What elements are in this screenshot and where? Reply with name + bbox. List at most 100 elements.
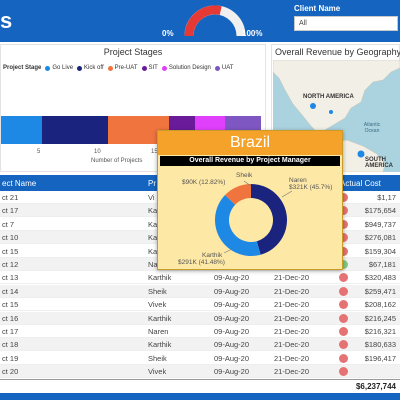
status-indicator-icon [339, 260, 348, 269]
status-indicator-icon [339, 233, 348, 243]
cell-start-date: 09-Aug-20 [214, 286, 250, 296]
cell-project-manager: Naren [148, 327, 169, 336]
cell-start-date: 09-Aug-20 [214, 367, 250, 377]
status-indicator-icon [339, 367, 348, 377]
cell-end-date: 21-Dec-20 [274, 300, 310, 310]
status-indicator-icon [339, 353, 348, 363]
status-indicator-icon [339, 206, 348, 216]
legend-dot-icon [107, 65, 113, 71]
donut-slice-naren[interactable] [251, 184, 288, 255]
cell-project-manager: Ka [148, 246, 158, 256]
cell-project-manager: Vivek [148, 367, 167, 377]
legend-item[interactable]: Go Live [45, 65, 73, 71]
cell-actual-cost: $180,633 [364, 340, 396, 350]
client-filter-dropdown[interactable]: All [294, 16, 398, 31]
horizontal-scrollbar[interactable] [0, 393, 400, 400]
geography-title: Overall Revenue by Geography [275, 47, 400, 57]
cell-actual-cost: $159,304 [364, 246, 396, 256]
table-row[interactable]: ct 16 Karthik 09-Aug-20 21-Dec-20 $216,245 [0, 311, 400, 325]
cell-project-name: ct 19 [2, 353, 19, 363]
stage-bar-segment[interactable] [1, 116, 42, 144]
cell-project-manager: Na [148, 260, 158, 269]
stage-bar-segment[interactable] [41, 116, 109, 144]
map-shapes [273, 60, 400, 172]
legend-item[interactable]: Pre-UAT [107, 65, 138, 71]
brazil-tooltip: Brazil Overall Revenue by Project Manage… [157, 130, 343, 270]
x-axis-label: Number of Projects [91, 158, 143, 164]
revenue-donut-chart [215, 180, 293, 256]
x-tick-label: 15 [151, 149, 158, 155]
cell-start-date: 09-Aug-20 [214, 340, 250, 350]
tooltip-title: Brazil [158, 131, 342, 155]
gauge-fill [184, 5, 222, 37]
table-row[interactable]: ct 19 Sheik 09-Aug-20 21-Dec-20 $196,417 [0, 352, 400, 365]
cell-project-name: ct 10 [2, 233, 19, 243]
label-karthik-name: Karthik [202, 252, 223, 259]
map-marker-us-east[interactable] [329, 110, 333, 114]
cell-end-date: 21-Dec-20 [274, 273, 310, 283]
cell-start-date: 09-Aug-20 [214, 313, 250, 323]
table-row[interactable]: ct 14 Sheik 09-Aug-20 21-Dec-20 $259,471 [0, 284, 400, 298]
cell-actual-cost: $196,417 [364, 353, 396, 363]
donut-slice-sheik[interactable] [225, 184, 251, 205]
stage-legend: Project Stage Go Live Kick off Pre-UAT SIT S… [3, 65, 237, 71]
table-row[interactable]: ct 15 Vivek 09-Aug-20 21-Dec-20 $208,162 [0, 298, 400, 312]
cell-end-date: 21-Dec-20 [274, 340, 310, 350]
map-marker-us[interactable] [310, 103, 316, 109]
legend-item[interactable]: SIT [141, 65, 158, 71]
map-label-atlantic: Atlantic Ocean [363, 122, 381, 134]
legend-label: UAT [221, 65, 234, 71]
cell-end-date: 21-Dec-20 [274, 353, 310, 363]
status-indicator-icon [339, 193, 348, 202]
cell-start-date: 09-Aug-20 [214, 353, 250, 363]
legend-dot-icon [45, 65, 51, 71]
table-row[interactable]: ct 20 Vivek 09-Aug-20 21-Dec-20 [0, 365, 400, 379]
cell-project-manager: Ka [148, 233, 158, 243]
legend-dot-icon [141, 65, 147, 71]
gauge-value-label: 57% [205, 27, 224, 37]
status-indicator-icon [339, 286, 348, 296]
cell-project-name: ct 17 [2, 206, 19, 216]
cell-project-name: ct 20 [2, 367, 19, 377]
map-label-south-america: SOUTH AMERICA [365, 157, 393, 169]
map-marker-brazil[interactable] [357, 150, 365, 158]
status-indicator-icon [339, 313, 348, 323]
land-north-america [273, 60, 400, 133]
legend-dot-icon [77, 65, 83, 71]
donut-leader-line [223, 248, 233, 254]
donut-leader-line [281, 190, 293, 198]
status-indicator-icon [339, 327, 348, 336]
cell-start-date: 09-Aug-20 [214, 273, 250, 283]
cell-start-date: 09-Aug-20 [214, 327, 250, 336]
header-project-name[interactable]: ect Name [2, 179, 37, 188]
header-project-manager[interactable]: Pr [148, 179, 156, 188]
donut-leader-line [243, 180, 252, 187]
table-row[interactable]: ct 13 Karthik 09-Aug-20 21-Dec-20 $320,483 [0, 271, 400, 285]
legend-label: Kick off [84, 65, 104, 71]
label-naren-name: Naren [289, 177, 307, 184]
label-naren-value: $321K (45.7%) [289, 184, 333, 191]
cell-project-name: ct 12 [2, 260, 19, 269]
status-indicator-icon [339, 340, 348, 350]
label-sheik-value: $90K (12.82%) [182, 179, 226, 186]
header-actual-cost[interactable]: Actual Cost [340, 179, 381, 188]
cell-project-name: ct 17 [2, 327, 19, 336]
legend-item[interactable]: UAT [214, 65, 234, 71]
cell-project-name: ct 21 [2, 193, 19, 202]
status-indicator-icon [339, 300, 348, 310]
completion-gauge[interactable]: 0% 57% 100% [160, 3, 270, 41]
donut-slice-karthik[interactable] [215, 195, 261, 256]
legend-item[interactable]: Kick off [77, 65, 104, 71]
table-row[interactable]: ct 18 Karthik 09-Aug-20 21-Dec-20 $180,633 [0, 338, 400, 352]
cell-end-date: 21-Dec-20 [274, 327, 310, 336]
cell-project-manager: Sheik [148, 286, 167, 296]
cell-actual-cost: $208,162 [364, 300, 396, 310]
table-row[interactable]: ct 17 Naren 09-Aug-20 21-Dec-20 $216,321 [0, 325, 400, 338]
legend-item[interactable]: Solution Design [161, 65, 211, 71]
status-indicator-icon [339, 273, 348, 283]
legend-dot-icon [214, 65, 220, 71]
cell-project-manager: Vivek [148, 300, 167, 310]
cell-project-name: ct 13 [2, 273, 19, 283]
cell-project-name: ct 15 [2, 246, 19, 256]
cell-project-manager: Karthik [148, 340, 172, 350]
